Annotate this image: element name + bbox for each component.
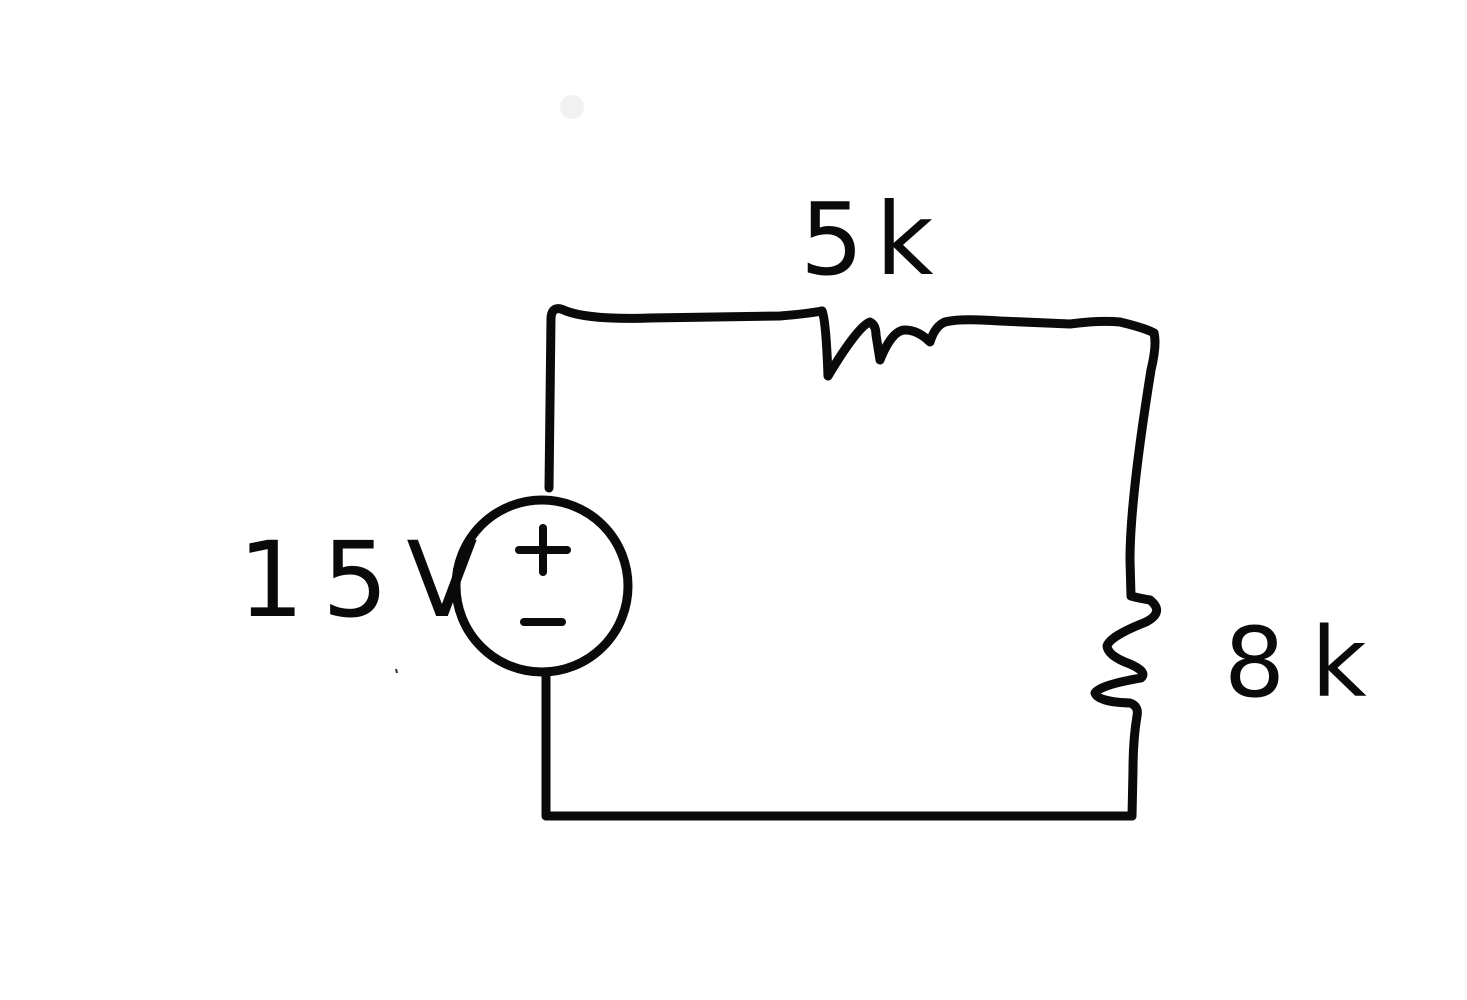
voltage-source-label: 15V [238, 519, 495, 641]
voltage-source-circle [451, 495, 633, 677]
wire-top-left [544, 304, 827, 493]
resistor-8k [1090, 595, 1161, 721]
paper-smudge [560, 95, 584, 119]
resistor-8k-label: 8k [1224, 607, 1393, 719]
resistor-5k [817, 306, 950, 381]
wire-right-upper [1125, 328, 1160, 605]
stray-mark [395, 668, 398, 674]
resistor-5k-label: 5k [800, 181, 946, 298]
wire-right-lower [1127, 711, 1142, 821]
plus-icon [515, 524, 571, 576]
wire-top-right [940, 315, 1159, 338]
